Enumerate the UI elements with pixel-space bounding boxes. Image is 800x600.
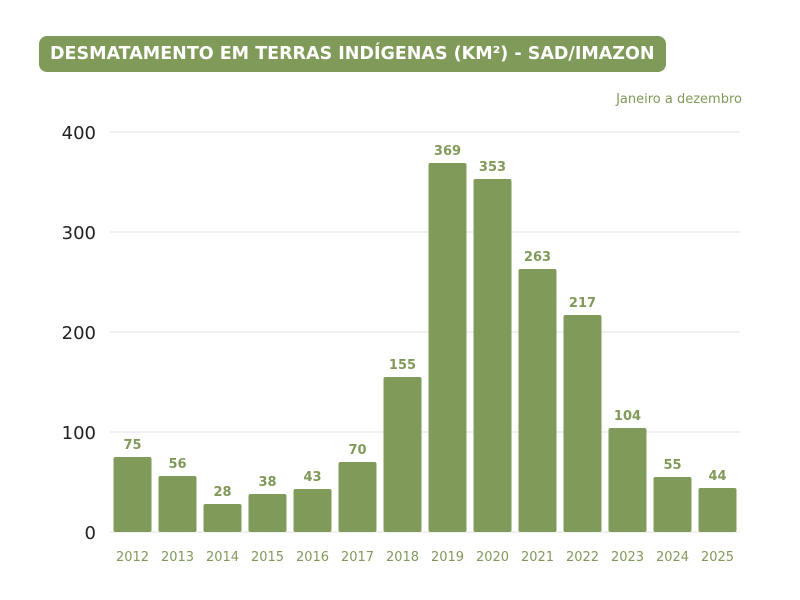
x-tick-label: 2016 xyxy=(296,550,329,565)
data-label: 70 xyxy=(348,443,366,458)
x-tick-label: 2019 xyxy=(431,550,464,565)
y-tick-label: 400 xyxy=(62,123,96,144)
data-label: 56 xyxy=(168,457,186,472)
x-tick-label: 2014 xyxy=(206,550,239,565)
y-tick-label: 200 xyxy=(62,323,96,344)
data-label: 217 xyxy=(569,296,596,311)
x-tick-label: 2017 xyxy=(341,550,374,565)
bar xyxy=(428,163,467,532)
bar xyxy=(248,494,287,532)
y-tick-label: 300 xyxy=(62,223,96,244)
x-tick-label: 2015 xyxy=(251,550,284,565)
bar xyxy=(608,428,647,532)
x-tick-label: 2022 xyxy=(566,550,599,565)
x-tick-label: 2021 xyxy=(521,550,554,565)
x-tick-label: 2023 xyxy=(611,550,644,565)
bar xyxy=(518,269,557,532)
x-tick-label: 2025 xyxy=(701,550,734,565)
data-label: 28 xyxy=(213,485,231,500)
x-tick-label: 2018 xyxy=(386,550,419,565)
data-label: 44 xyxy=(708,469,726,484)
bar xyxy=(113,457,152,532)
data-label: 43 xyxy=(303,470,321,485)
bar xyxy=(473,179,512,532)
bar xyxy=(158,476,197,532)
chart-subtitle: Janeiro a dezembro xyxy=(616,92,742,107)
y-tick-label: 0 xyxy=(85,523,96,544)
x-tick-label: 2024 xyxy=(656,550,689,565)
data-label: 369 xyxy=(434,144,461,159)
x-tick-label: 2013 xyxy=(161,550,194,565)
bar xyxy=(563,315,602,532)
bar xyxy=(293,489,332,532)
data-label: 38 xyxy=(258,475,276,490)
bar xyxy=(383,377,422,532)
data-label: 155 xyxy=(389,358,416,373)
x-tick-label: 2020 xyxy=(476,550,509,565)
chart-title: DESMATAMENTO EM TERRAS INDÍGENAS (KM²) -… xyxy=(39,36,666,72)
data-label: 55 xyxy=(663,458,681,473)
x-tick-label: 2012 xyxy=(116,550,149,565)
data-label: 75 xyxy=(123,438,141,453)
bar xyxy=(203,504,242,532)
y-tick-label: 100 xyxy=(62,423,96,444)
data-label: 104 xyxy=(614,409,641,424)
bar xyxy=(338,462,377,532)
bar xyxy=(698,488,737,532)
data-label: 263 xyxy=(524,250,551,265)
bar xyxy=(653,477,692,532)
data-label: 353 xyxy=(479,160,506,175)
